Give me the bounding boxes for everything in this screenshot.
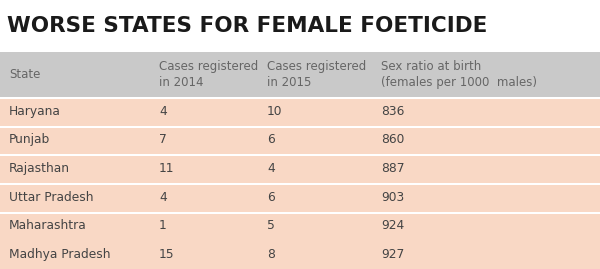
Bar bbox=[0, 183, 600, 185]
Text: 10: 10 bbox=[267, 105, 283, 118]
Text: 1: 1 bbox=[159, 220, 167, 232]
Bar bbox=[0, 183, 600, 212]
Bar bbox=[0, 212, 600, 240]
Text: 903: 903 bbox=[381, 191, 404, 204]
Text: State: State bbox=[9, 68, 40, 81]
Text: 7: 7 bbox=[159, 133, 167, 146]
Text: Punjab: Punjab bbox=[9, 133, 50, 146]
Bar bbox=[0, 212, 600, 214]
Text: 927: 927 bbox=[381, 248, 404, 261]
Text: Haryana: Haryana bbox=[9, 105, 61, 118]
Bar bbox=[0, 97, 600, 126]
Bar bbox=[0, 240, 600, 269]
Text: 6: 6 bbox=[267, 133, 275, 146]
Text: 4: 4 bbox=[267, 162, 275, 175]
Bar bbox=[0, 154, 600, 183]
Text: Maharashtra: Maharashtra bbox=[9, 220, 87, 232]
Text: WORSE STATES FOR FEMALE FOETICIDE: WORSE STATES FOR FEMALE FOETICIDE bbox=[7, 16, 488, 36]
Bar bbox=[0, 97, 600, 99]
Text: Sex ratio at birth
(females per 1000  males): Sex ratio at birth (females per 1000 mal… bbox=[381, 60, 537, 89]
Text: 6: 6 bbox=[267, 191, 275, 204]
Text: 860: 860 bbox=[381, 133, 404, 146]
Bar bbox=[0, 126, 600, 154]
Text: Rajasthan: Rajasthan bbox=[9, 162, 70, 175]
Bar bbox=[0, 154, 600, 156]
Text: Cases registered
in 2015: Cases registered in 2015 bbox=[267, 60, 366, 89]
Bar bbox=[0, 0, 600, 52]
Text: Uttar Pradesh: Uttar Pradesh bbox=[9, 191, 94, 204]
Text: 4: 4 bbox=[159, 105, 167, 118]
Text: 887: 887 bbox=[381, 162, 404, 175]
Text: 924: 924 bbox=[381, 220, 404, 232]
Text: Cases registered
in 2014: Cases registered in 2014 bbox=[159, 60, 258, 89]
Text: 15: 15 bbox=[159, 248, 175, 261]
Text: 5: 5 bbox=[267, 220, 275, 232]
Text: 836: 836 bbox=[381, 105, 404, 118]
Bar bbox=[0, 126, 600, 128]
Text: 4: 4 bbox=[159, 191, 167, 204]
Text: 8: 8 bbox=[267, 248, 275, 261]
Bar bbox=[0, 52, 600, 97]
Text: Madhya Pradesh: Madhya Pradesh bbox=[9, 248, 110, 261]
Text: 11: 11 bbox=[159, 162, 175, 175]
